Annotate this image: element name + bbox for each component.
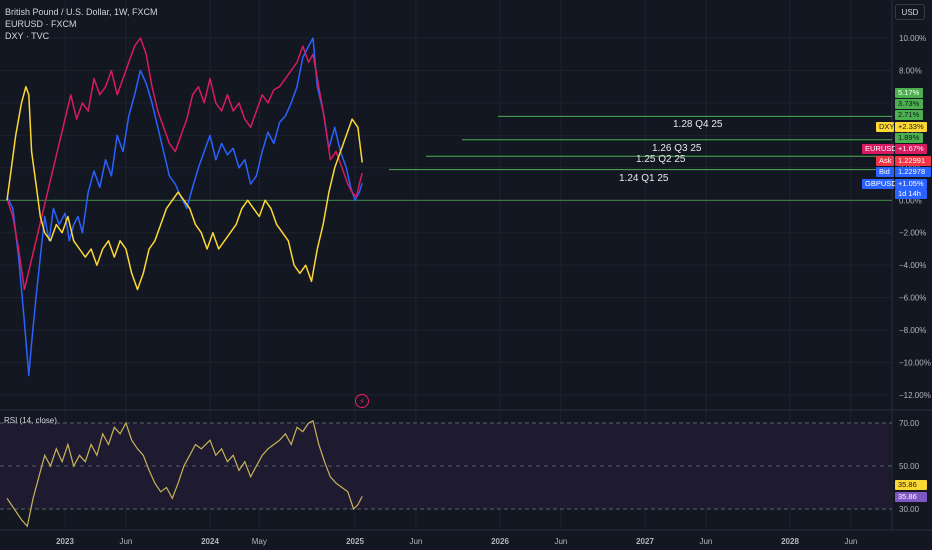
price-tag-7: +1.67% — [895, 144, 927, 154]
x-tick-label: 2027 — [636, 537, 654, 546]
y-tick-label: −10.00% — [899, 359, 931, 368]
series-line-gbpusd[interactable] — [6, 37, 363, 377]
series-line-eurusd[interactable] — [6, 37, 363, 291]
y-tick-label: −6.00% — [899, 294, 926, 303]
price-tag-14: 1d 14h — [895, 189, 927, 199]
price-tag-16: 35.86 — [895, 492, 927, 502]
y-tick-label: 8.00% — [899, 66, 922, 75]
price-tag-13: +1.05% — [895, 179, 927, 189]
time-axis[interactable]: 2023 Jun 2024 May 2025 Jun 2026 Jun 2027 Jun 2028 J… — [56, 537, 857, 546]
y-tick-label: 0.00% — [899, 196, 922, 205]
rsi-band-fill — [0, 423, 892, 509]
x-tick-label: 2026 — [491, 537, 509, 546]
rsi-band — [0, 422, 892, 510]
price-tag-6: EURUSD — [862, 144, 897, 154]
x-tick-label: 2024 — [201, 537, 219, 546]
legend-series-dxy[interactable]: DXY · TVC — [5, 31, 50, 41]
x-tick-label: Jun — [844, 537, 857, 546]
x-tick-label: Jun — [119, 537, 132, 546]
y-tick-label: −8.00% — [899, 326, 926, 335]
rsi-tick-label: 30.00 — [899, 505, 920, 514]
x-tick-label: May — [252, 537, 267, 546]
y-tick-label: 10.00% — [899, 34, 926, 43]
x-tick-label: Jun — [554, 537, 567, 546]
x-tick-label: 2028 — [781, 537, 799, 546]
lightning-icon[interactable]: ⚡ — [355, 394, 369, 408]
quarter-label-3: 1.24 Q1 25 — [619, 172, 669, 184]
chart-legend: British Pound / U.S. Dollar, 1W, FXCM EU… — [5, 6, 158, 42]
quarter-label-1: 1.26 Q3 25 — [652, 142, 702, 154]
quarter-label-0: 1.28 Q4 25 — [673, 119, 723, 131]
y-tick-label: −4.00% — [899, 261, 926, 270]
series-lines — [6, 37, 363, 528]
price-tag-12: GBPUSD — [862, 179, 897, 189]
rsi-line[interactable] — [6, 420, 363, 528]
price-tag-5: 1.89% — [895, 133, 923, 143]
price-tag-1: 3.73% — [895, 99, 923, 109]
x-tick-label: 2023 — [56, 537, 74, 546]
price-tag-3: DXY — [876, 122, 894, 132]
legend-series-eurusd[interactable]: EURUSD · FXCM — [5, 19, 77, 29]
quarter-label-2: 1.25 Q2 25 — [636, 154, 686, 166]
price-tag-8: Ask — [876, 156, 894, 166]
y-tick-label: −2.00% — [899, 229, 926, 238]
currency-button[interactable]: USD — [895, 4, 925, 20]
price-tag-10: Bid — [876, 167, 894, 177]
price-tag-11: 1.22978 — [895, 167, 931, 177]
rsi-label[interactable]: RSI (14, close) — [4, 416, 57, 425]
x-tick-label: Jun — [409, 537, 422, 546]
price-tag-15: 35.86 — [895, 480, 927, 490]
price-tag-2: 2.71% — [895, 110, 923, 120]
x-tick-label: 2025 — [346, 537, 364, 546]
price-tag-9: 1.22991 — [895, 156, 931, 166]
series-line-dxy[interactable] — [6, 85, 363, 291]
price-tag-4: +2.33% — [895, 122, 927, 132]
rsi-tick-label: 50.00 — [899, 462, 920, 471]
x-tick-label: Jun — [699, 537, 712, 546]
target-lines — [0, 115, 892, 201]
y-tick-label: −12.00% — [899, 391, 931, 400]
legend-main-title[interactable]: British Pound / U.S. Dollar, 1W, FXCM — [5, 7, 158, 17]
price-tag-0: 5.17% — [895, 88, 923, 98]
rsi-tick-label: 70.00 — [899, 419, 920, 428]
